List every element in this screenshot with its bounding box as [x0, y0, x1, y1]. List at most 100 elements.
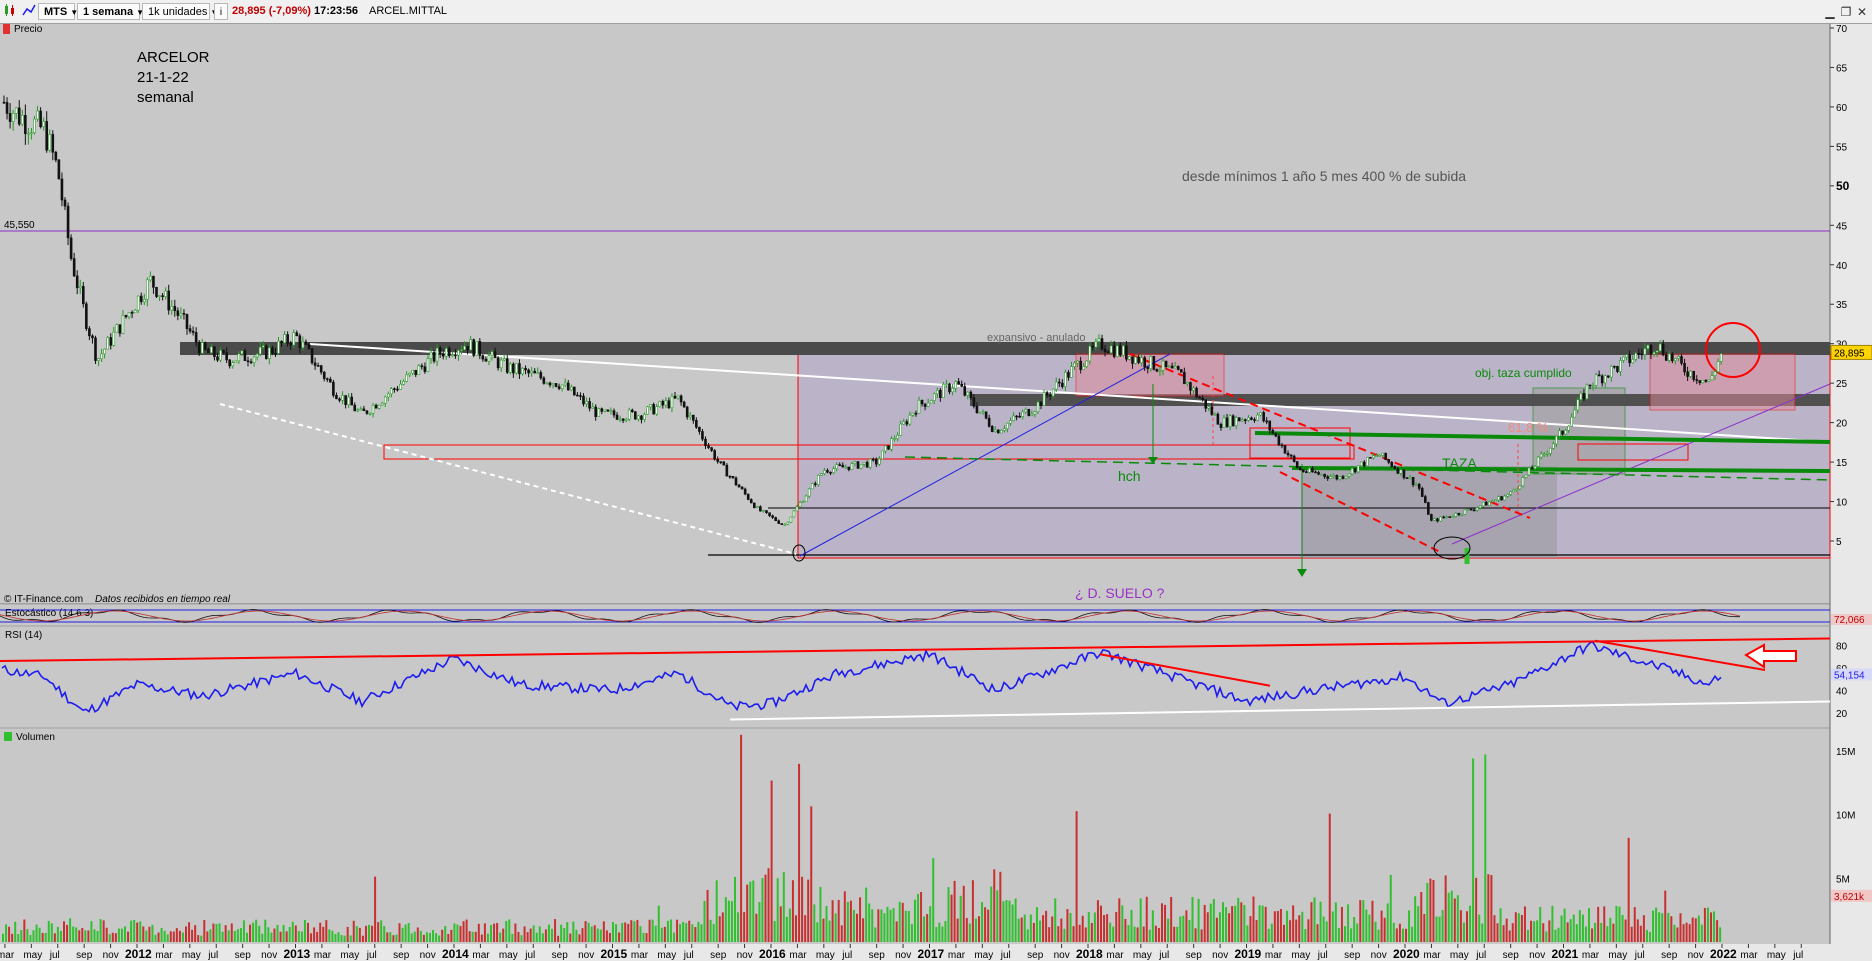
x-tick-label: mar	[1740, 950, 1758, 961]
volume-bar	[96, 931, 99, 942]
candle-body	[1369, 457, 1372, 459]
candle-body	[1613, 365, 1616, 368]
candle-body	[701, 431, 704, 440]
stochastic-lines: 72,066	[0, 609, 1872, 626]
volume-bar	[499, 932, 502, 942]
period-select[interactable]: 1 semana ▼	[77, 3, 144, 20]
candle-body	[1640, 353, 1644, 356]
volume-bar	[1426, 882, 1429, 942]
candle-body	[286, 334, 289, 344]
volume-bar	[1710, 912, 1712, 942]
annotation-cup: TAZA	[1442, 455, 1477, 471]
volume-bar	[1243, 904, 1246, 942]
volume-bar	[572, 921, 575, 942]
candle-body	[1481, 501, 1485, 507]
volume-bar	[258, 925, 261, 942]
candle-body	[695, 420, 698, 428]
volume-bar	[166, 934, 169, 942]
volume-bar	[1161, 903, 1163, 942]
candle-body	[1674, 358, 1677, 362]
x-tick-label: sep	[235, 950, 252, 961]
volume-bar	[148, 926, 151, 942]
candle-body	[1524, 474, 1528, 478]
volume-bar	[642, 932, 645, 942]
candle-body	[533, 370, 537, 374]
candle-body	[1109, 345, 1113, 354]
candle-body	[1271, 429, 1275, 434]
line-chart-icon[interactable]	[22, 3, 36, 20]
price-candles	[2, 95, 1723, 526]
candle-body	[457, 350, 460, 356]
price-change: (-7,09%)	[268, 5, 311, 17]
candle-body	[249, 361, 253, 363]
candle-body	[1204, 399, 1207, 409]
candle-body	[310, 348, 314, 364]
red-highlight-circle	[1705, 322, 1761, 378]
candle-body	[417, 365, 421, 375]
volume-bar	[175, 928, 178, 942]
candle-body	[1689, 370, 1692, 377]
volume-bar	[438, 935, 441, 942]
candle-body	[1600, 375, 1604, 384]
minimize-icon[interactable]: ▁	[1825, 5, 1835, 19]
volume-bar	[715, 880, 718, 942]
volume-bar	[1222, 902, 1224, 942]
candle-body	[54, 151, 58, 161]
candle-body	[1527, 467, 1531, 476]
restore-icon[interactable]: ❐	[1840, 5, 1852, 19]
candle-body	[222, 350, 225, 353]
symbol-select[interactable]: MTS ▼	[38, 3, 78, 20]
volume-bar	[117, 928, 120, 942]
candle-body	[652, 404, 655, 415]
volume-bar	[581, 928, 584, 942]
candle-body	[435, 347, 439, 362]
candle-body	[1265, 420, 1268, 423]
volume-bar	[1090, 922, 1093, 942]
volume-bar	[355, 926, 358, 942]
candle-body	[36, 110, 39, 120]
volume-bar	[1612, 923, 1615, 942]
volume-bar	[1621, 914, 1624, 942]
candle-body	[1518, 485, 1522, 490]
rsi-resistance-line	[0, 637, 1831, 662]
candle-body	[246, 360, 250, 363]
x-tick-label: may	[974, 950, 993, 961]
volume-bar	[770, 780, 773, 942]
volume-bar	[35, 924, 38, 942]
candle-body	[734, 477, 738, 486]
candle-body	[1042, 392, 1046, 406]
volume-bar	[981, 902, 984, 942]
green-dashed-line	[904, 456, 1831, 481]
candle-body	[682, 401, 686, 408]
volume-bar	[291, 921, 294, 942]
candle-body	[1561, 430, 1564, 435]
candle-chart-icon[interactable]	[3, 3, 19, 20]
candle-body	[560, 384, 564, 389]
candle-body	[588, 401, 591, 409]
candle-body	[1494, 499, 1497, 502]
volume-bar	[17, 934, 20, 942]
info-icon[interactable]: i	[214, 3, 228, 20]
volume-bar	[435, 933, 438, 942]
candle-body	[45, 121, 49, 151]
volume-bar	[593, 925, 596, 942]
volume-bar	[1121, 905, 1124, 942]
chart-area[interactable]: 51015202530354045505560657028,895 ARCELO…	[0, 24, 1872, 961]
candle-body	[170, 306, 174, 311]
resistance-band	[180, 342, 1830, 355]
volume-bar	[1039, 920, 1041, 942]
volume-bar	[871, 909, 874, 942]
units-select[interactable]: 1k unidades▼	[142, 3, 218, 20]
candle-body	[24, 115, 27, 134]
volume-bar	[383, 926, 386, 942]
volume-bar	[185, 926, 187, 942]
candle-body	[1149, 356, 1153, 369]
volume-bar	[727, 900, 730, 942]
volume-bar	[1563, 908, 1566, 942]
volume-bar	[1267, 928, 1270, 942]
candle-body	[829, 471, 832, 474]
candle-body	[725, 464, 729, 477]
volume-bar	[718, 916, 721, 942]
close-icon[interactable]: ✕	[1856, 5, 1868, 19]
volume-bar	[1170, 896, 1173, 942]
